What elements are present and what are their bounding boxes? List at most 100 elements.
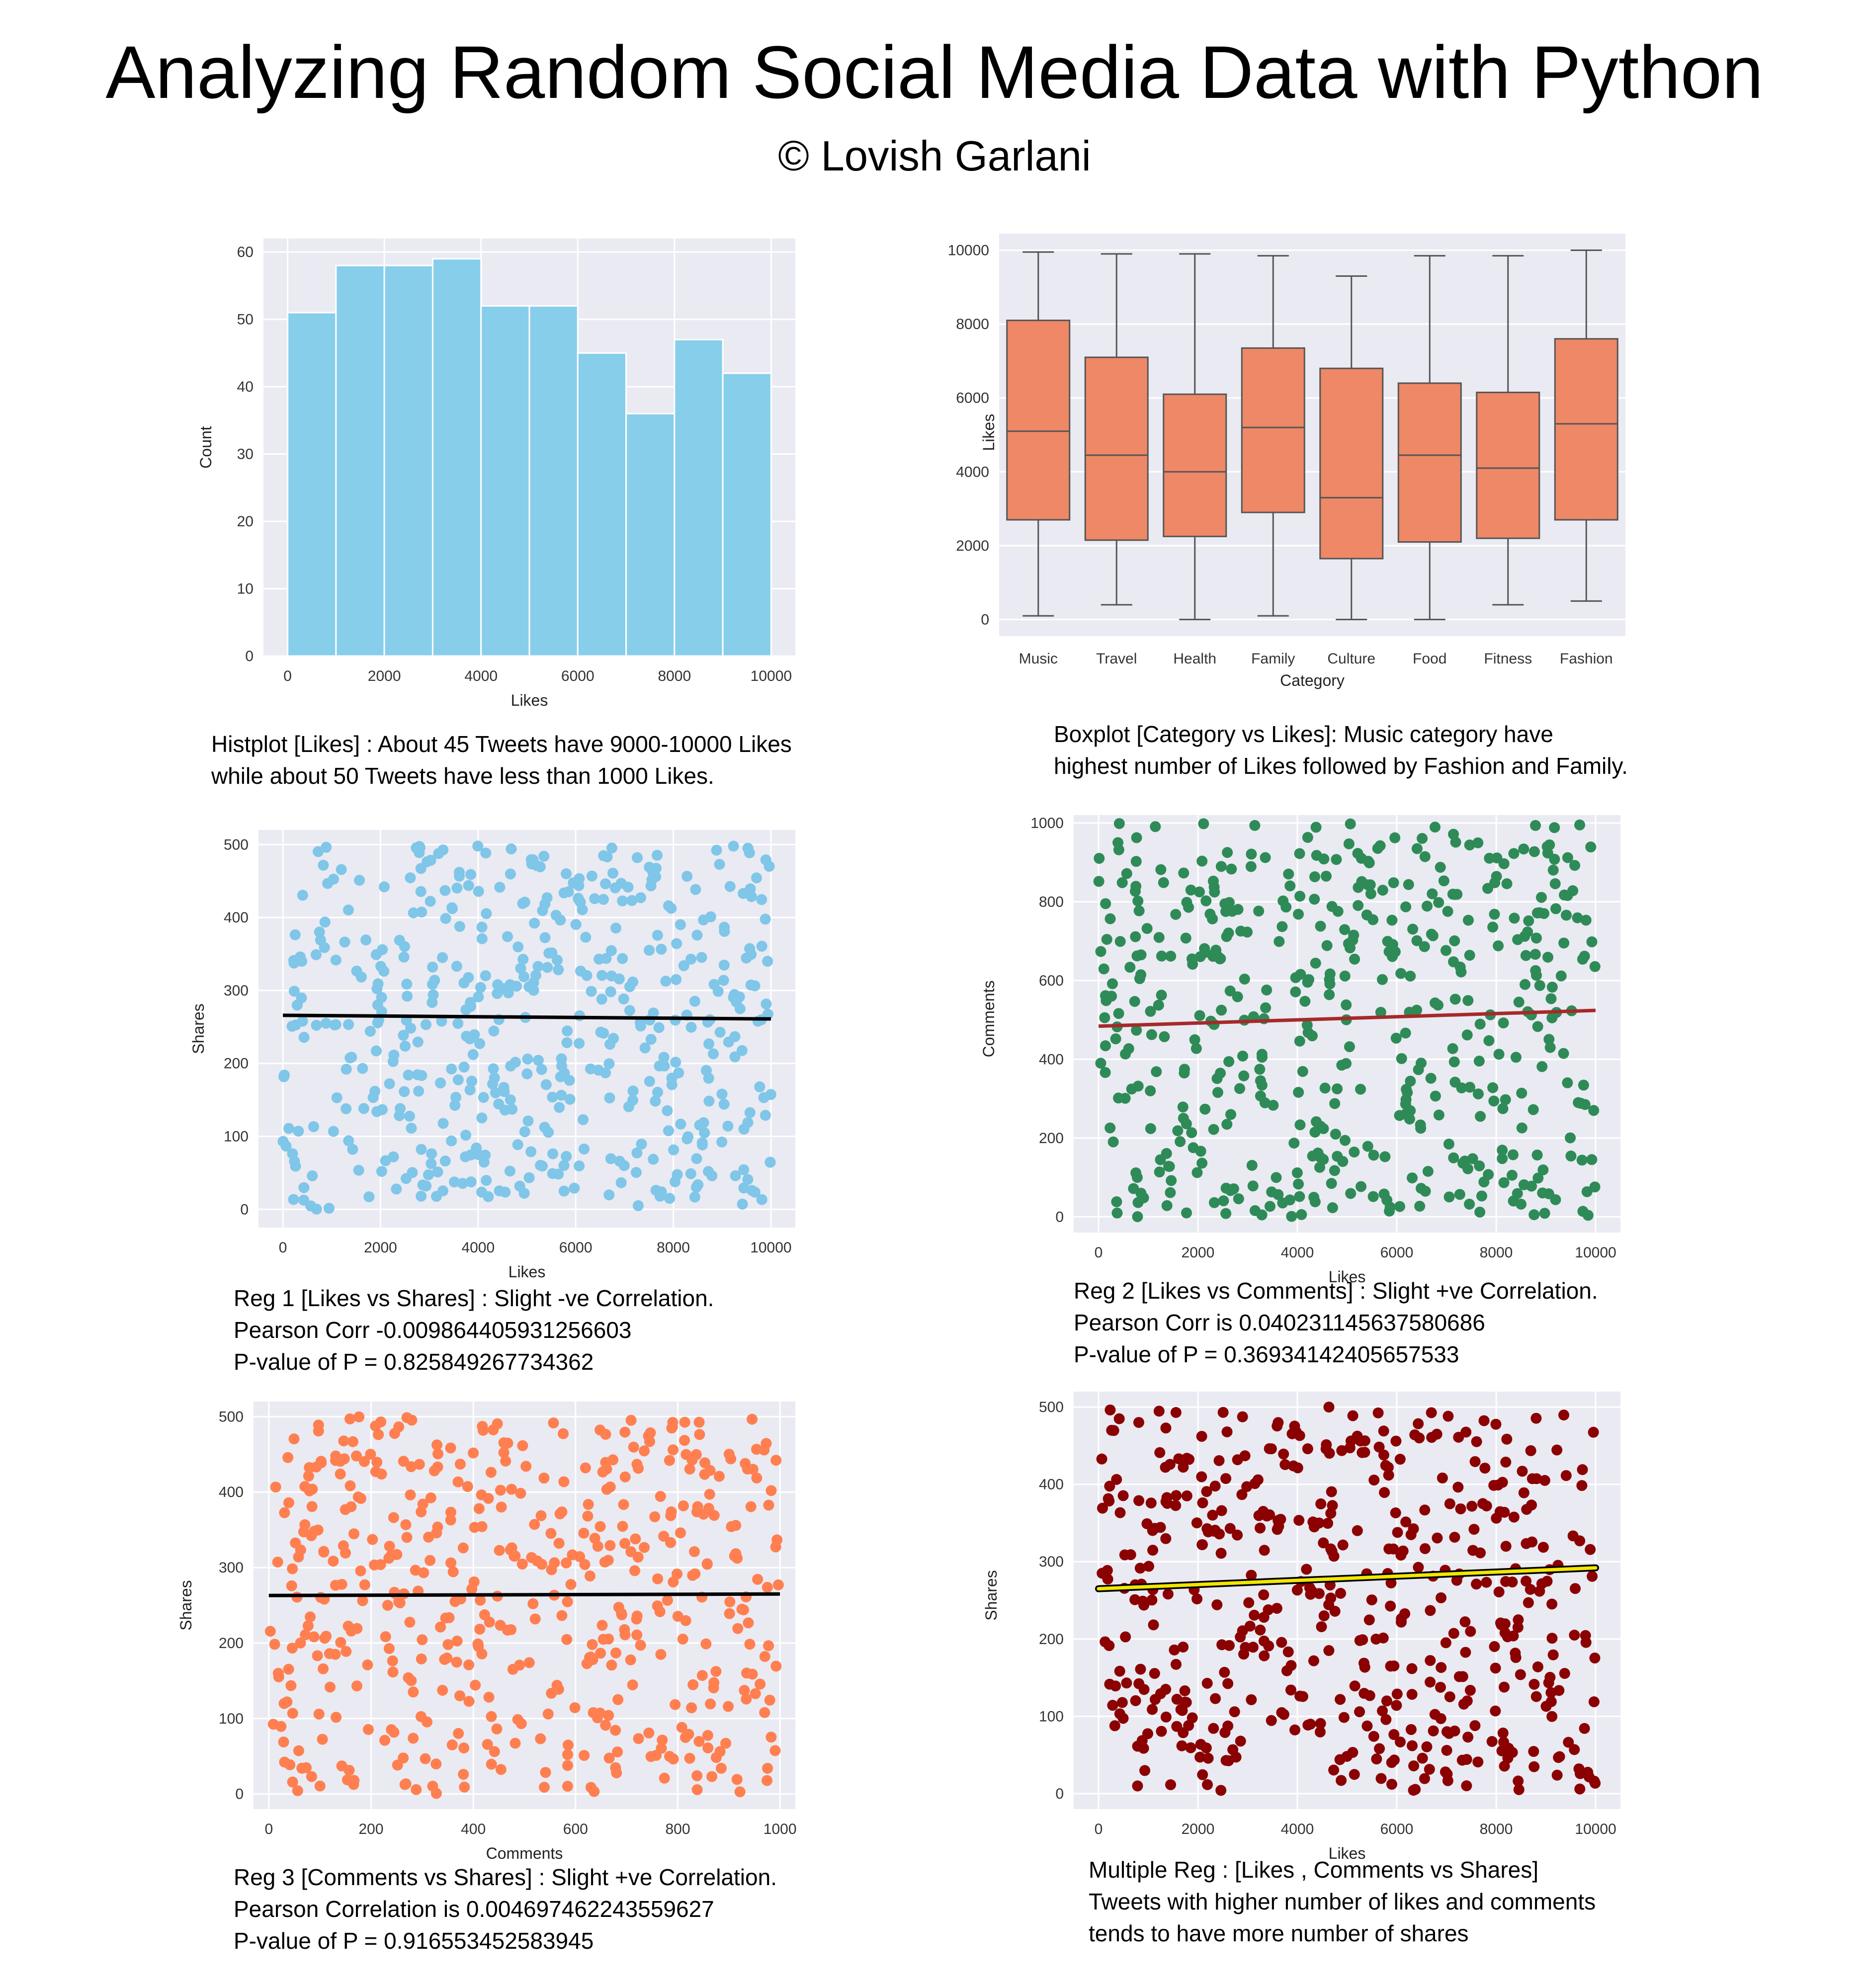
scatter-point xyxy=(1258,1589,1270,1600)
scatter-point xyxy=(731,1774,743,1785)
scatter-point xyxy=(290,1019,301,1031)
x-tick-label: 0 xyxy=(1095,1244,1103,1261)
scatter-point xyxy=(724,881,736,892)
scatter-point xyxy=(556,1089,567,1101)
y-tick-label: 60 xyxy=(237,244,254,260)
scatter-point xyxy=(1546,1711,1558,1722)
scatter-point xyxy=(1489,909,1500,920)
scatter-point xyxy=(452,1074,464,1085)
scatter-point xyxy=(1284,880,1296,892)
scatter-point xyxy=(495,1764,507,1775)
scatter-point xyxy=(1573,1097,1584,1108)
scatter-point xyxy=(710,1666,722,1677)
scatter-point xyxy=(703,1166,714,1177)
hist-caption-line: while about 50 Tweets have less than 100… xyxy=(211,763,714,789)
scatter-point xyxy=(454,870,465,882)
y-tick-label: 600 xyxy=(1039,973,1064,989)
scatter-point xyxy=(698,1117,709,1128)
scatter-point xyxy=(625,1414,637,1426)
scatter-point xyxy=(1426,1432,1438,1443)
scatter-point xyxy=(1294,1430,1305,1441)
scatter-point xyxy=(476,1489,487,1500)
scatter-point xyxy=(442,1639,454,1650)
scatter-point xyxy=(1103,1493,1114,1504)
scatter-point xyxy=(548,1417,559,1429)
scatter-point xyxy=(351,1450,362,1462)
scatter-point xyxy=(1138,1684,1150,1695)
scatter-point xyxy=(1296,1209,1307,1220)
scatter-point xyxy=(272,1667,284,1679)
scatter-point xyxy=(609,882,621,894)
hist-caption-line: Histplot [Likes] : About 45 Tweets have … xyxy=(211,731,792,757)
scatter-point xyxy=(339,936,350,948)
scatter-point xyxy=(1234,1083,1245,1094)
scatter-point xyxy=(1513,996,1525,1008)
scatter-point xyxy=(463,880,474,891)
x-tick-label: 0 xyxy=(279,1240,287,1256)
scatter-point xyxy=(603,1058,615,1070)
scatter-point xyxy=(1329,1165,1340,1176)
scatter-point xyxy=(656,943,667,955)
scatter-point xyxy=(684,1463,695,1475)
x-tick-label: 4000 xyxy=(1281,1244,1314,1261)
box-caption-line: highest number of Likes followed by Fash… xyxy=(1054,753,1628,779)
scatter-point xyxy=(295,1544,306,1556)
scatter-point xyxy=(705,911,716,922)
scatter-point xyxy=(1141,923,1153,934)
scatter-point xyxy=(1130,1167,1142,1178)
scatter-point xyxy=(1239,973,1250,985)
scatter-point xyxy=(1326,1178,1337,1189)
scatter-point xyxy=(744,847,755,858)
scatter-point xyxy=(742,1174,754,1185)
scatter-point xyxy=(715,1762,727,1774)
scatter-point xyxy=(1562,1077,1573,1088)
scatter-point xyxy=(1294,1035,1305,1047)
scatter-point xyxy=(1332,1083,1343,1094)
scatter-point xyxy=(1555,970,1567,982)
scatter-point xyxy=(614,1156,625,1167)
scatter-point xyxy=(1441,1726,1452,1738)
scatter-point xyxy=(1170,1407,1182,1418)
scatter-point xyxy=(1341,1058,1352,1069)
scatter-point xyxy=(755,1678,766,1690)
scatter-point xyxy=(629,1565,641,1576)
scatter-point xyxy=(393,1596,405,1608)
y-tick-label: 500 xyxy=(219,1408,244,1425)
scatter-point xyxy=(405,1489,416,1500)
scatter-point xyxy=(619,1471,631,1483)
scatter-point xyxy=(1547,1649,1559,1660)
scatter-point xyxy=(1357,1634,1368,1646)
scatter-point xyxy=(1164,1459,1176,1470)
scatter-point xyxy=(1094,853,1105,864)
scatter-point xyxy=(1449,1532,1460,1543)
scatter-point xyxy=(468,1576,480,1587)
scatter-point xyxy=(1579,1723,1590,1734)
y-tick-label: 100 xyxy=(219,1711,244,1727)
x-tick-label: 0 xyxy=(1095,1821,1103,1837)
scatter-point xyxy=(1321,1439,1332,1450)
scatter-point xyxy=(1493,1049,1505,1060)
scatter-point xyxy=(1531,1473,1542,1485)
scatter-point xyxy=(1444,1691,1455,1703)
scatter-point xyxy=(658,1530,670,1542)
scatter-point xyxy=(1460,1647,1471,1658)
x-tick-label: 6000 xyxy=(559,1240,593,1256)
scatter-point xyxy=(597,894,609,905)
scatter-point xyxy=(770,1660,782,1672)
scatter-point xyxy=(1383,946,1395,957)
scatter-point xyxy=(708,1510,720,1521)
scatter-point xyxy=(689,1191,700,1203)
scatter-point xyxy=(1112,837,1124,848)
scatter-point xyxy=(385,1550,397,1562)
x-tick-label: Culture xyxy=(1327,651,1375,667)
scatter-point xyxy=(1588,1105,1600,1116)
x-tick-label: Health xyxy=(1173,651,1216,667)
scatter-point xyxy=(632,1200,644,1211)
scatter-point xyxy=(1589,1653,1601,1664)
scatter-point xyxy=(1208,1124,1219,1135)
scatter-point xyxy=(1170,909,1182,920)
scatter-point xyxy=(507,1663,518,1675)
scatter-point xyxy=(1114,1708,1125,1720)
scatter-point xyxy=(1429,1709,1441,1720)
scatter-point xyxy=(1311,850,1322,861)
